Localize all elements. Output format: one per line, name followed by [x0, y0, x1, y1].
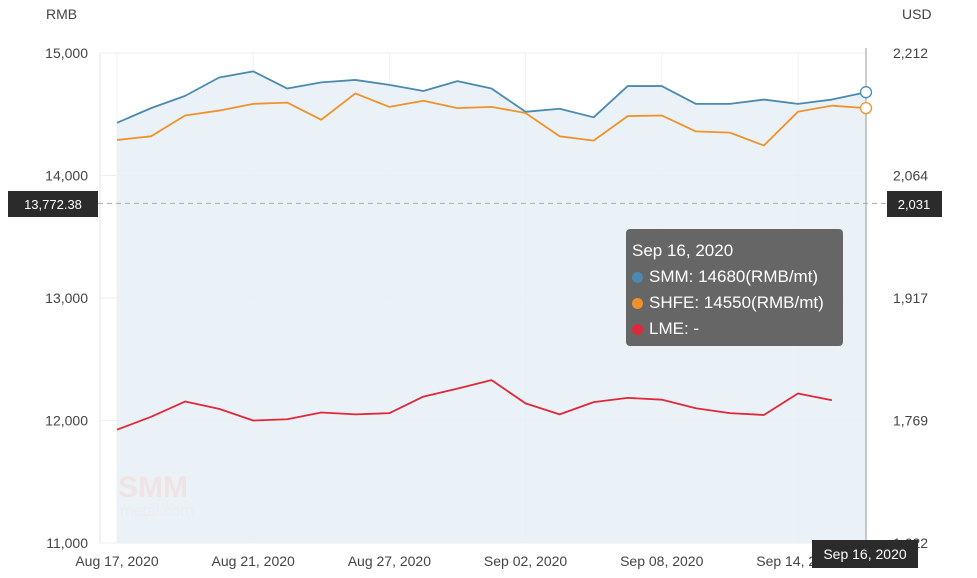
- y-right-tick-label: 2,212: [893, 45, 928, 61]
- crosshair-right-label-box: [887, 191, 942, 217]
- series-line-lme: [116, 379, 833, 431]
- series-line-smm: [116, 70, 867, 124]
- tooltip-row-smm: SMM: 14680(RMB/mt): [632, 264, 837, 290]
- y-right-tick-label: 1,769: [893, 413, 928, 429]
- watermark-sub-text: metal.com: [120, 503, 194, 520]
- right-axis-unit: USD: [902, 6, 932, 22]
- hover-tooltip: Sep 16, 2020 SMM: 14680(RMB/mt) SHFE: 14…: [626, 229, 843, 346]
- axes: RMB USD 11,0001,62212,0001,76913,0001,91…: [45, 6, 931, 569]
- tooltip-date: Sep 16, 2020: [632, 241, 734, 260]
- x-tick-label: Aug 17, 2020: [75, 553, 159, 569]
- tooltip-lme-text: LME: -: [649, 319, 700, 338]
- tooltip-row-shfe: SHFE: 14550(RMB/mt): [632, 290, 837, 316]
- y-left-tick-label: 15,000: [45, 45, 88, 61]
- crosshair-left-label-box: [8, 191, 98, 217]
- lme-dot-icon: [632, 324, 643, 335]
- series-lines: [116, 70, 867, 431]
- series-line-shfe: [116, 92, 867, 147]
- smm-area-fill: [117, 71, 866, 543]
- x-tick-label: Aug 27, 2020: [348, 553, 432, 569]
- tooltip-smm-text: SMM: 14680(RMB/mt): [649, 267, 819, 286]
- hover-markers: [859, 86, 873, 115]
- watermark-logo: SMM metal.com: [118, 471, 194, 520]
- x-tick-label: Sep 02, 2020: [484, 553, 568, 569]
- shfe-dot-icon: [632, 298, 643, 309]
- crosshair-right-label: 2,031: [898, 197, 931, 212]
- hover-marker-shfe: [859, 101, 873, 115]
- tooltip-row-lme: LME: -: [632, 316, 837, 342]
- y-left-tick-label: 12,000: [45, 413, 88, 429]
- smm-dot-icon: [632, 272, 643, 283]
- crosshair-left-label: 13,772.38: [24, 197, 82, 212]
- crosshair-date-label: Sep 16, 2020: [823, 546, 907, 562]
- x-tick-label: Sep 08, 2020: [620, 553, 704, 569]
- y-left-tick-label: 13,000: [45, 290, 88, 306]
- crosshair-labels: 13,772.38 2,031 Sep 16, 2020: [8, 191, 942, 568]
- y-right-tick-label: 1,917: [893, 290, 928, 306]
- y-left-tick-label: 11,000: [46, 535, 88, 551]
- watermark-main-text: SMM: [118, 471, 188, 504]
- y-right-tick-label: 2,064: [893, 168, 928, 184]
- hover-marker-smm: [859, 86, 873, 99]
- y-left-tick-label: 14,000: [45, 168, 88, 184]
- crosshair-date-label-box: [812, 540, 918, 568]
- left-axis-unit: RMB: [46, 6, 77, 22]
- x-tick-label: Aug 21, 2020: [212, 553, 296, 569]
- tooltip-shfe-text: SHFE: 14550(RMB/mt): [649, 293, 824, 312]
